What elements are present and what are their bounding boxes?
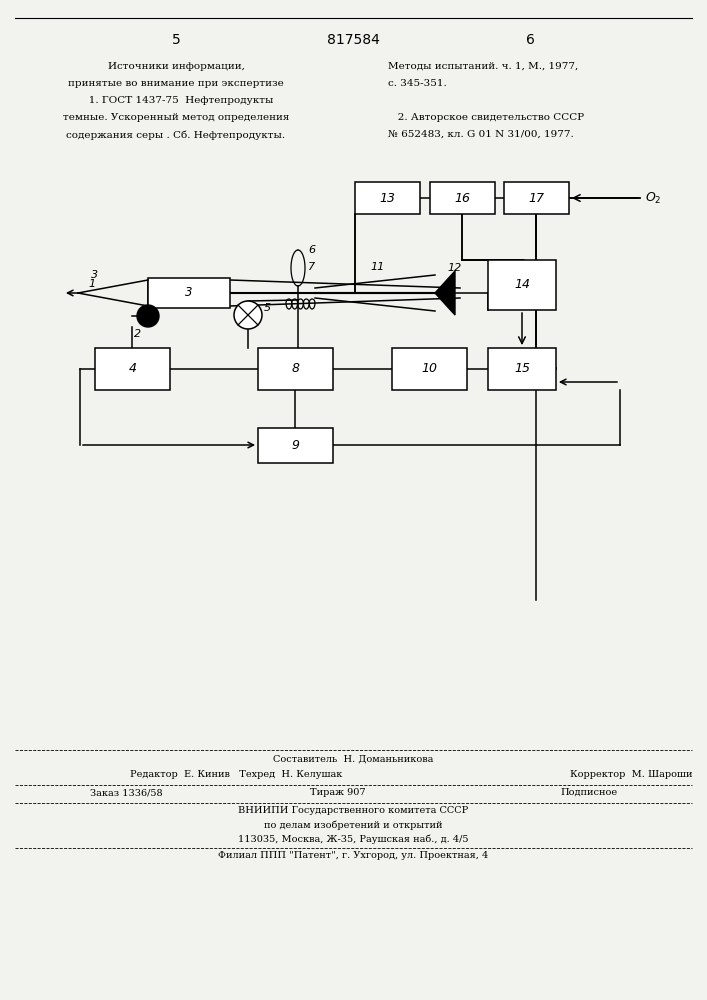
Bar <box>148 278 230 308</box>
Text: № 652483, кл. G 01 N 31/00, 1977.: № 652483, кл. G 01 N 31/00, 1977. <box>388 130 574 139</box>
Text: Методы испытаний. ч. 1, М., 1977,: Методы испытаний. ч. 1, М., 1977, <box>388 62 578 71</box>
Text: 5: 5 <box>264 303 271 313</box>
Text: темные. Ускоренный метод определения: темные. Ускоренный метод определения <box>63 113 289 122</box>
Text: ВНИИПИ Государственного комитета СССР: ВНИИПИ Государственного комитета СССР <box>238 806 468 815</box>
Text: 9: 9 <box>291 439 300 452</box>
Text: Подписное: Подписное <box>560 788 617 797</box>
Text: 17: 17 <box>529 192 544 205</box>
Circle shape <box>234 301 262 329</box>
Text: 4: 4 <box>129 362 136 375</box>
Text: Составитель  Н. Доманьникова: Составитель Н. Доманьникова <box>273 755 433 764</box>
Bar <box>430 182 495 214</box>
Text: 6: 6 <box>525 33 534 47</box>
Text: 1: 1 <box>88 279 95 289</box>
Text: 5: 5 <box>172 33 180 47</box>
Bar <box>488 348 556 390</box>
Text: 7: 7 <box>308 262 315 272</box>
Bar <box>488 260 556 310</box>
Text: $O_2$: $O_2$ <box>645 190 662 206</box>
Bar <box>392 348 467 390</box>
Text: 15: 15 <box>514 362 530 375</box>
Text: 2. Авторское свидетельство СССР: 2. Авторское свидетельство СССР <box>388 113 584 122</box>
Text: 14: 14 <box>514 278 530 292</box>
Text: 817584: 817584 <box>327 33 380 47</box>
Bar <box>355 182 420 214</box>
Text: Источники информации,: Источники информации, <box>107 62 245 71</box>
Bar <box>504 182 569 214</box>
Polygon shape <box>435 271 455 315</box>
Text: по делам изобретений и открытий: по делам изобретений и открытий <box>264 820 443 830</box>
Text: 6: 6 <box>308 245 315 255</box>
Text: Редактор  Е. Кинив   Техред  Н. Келушак: Редактор Е. Кинив Техред Н. Келушак <box>130 770 342 779</box>
Text: Корректор  М. Шароши: Корректор М. Шароши <box>570 770 692 779</box>
Text: 12: 12 <box>447 263 461 273</box>
Bar <box>95 348 170 390</box>
Text: 1. ГОСТ 1437-75  Нефтепродукты: 1. ГОСТ 1437-75 Нефтепродукты <box>78 96 273 105</box>
Text: 113035, Москва, Ж-35, Раушская наб., д. 4/5: 113035, Москва, Ж-35, Раушская наб., д. … <box>238 834 468 844</box>
Text: 3: 3 <box>91 270 98 280</box>
Text: 10: 10 <box>421 362 438 375</box>
Text: Заказ 1336/58: Заказ 1336/58 <box>90 788 163 797</box>
Text: Тираж 907: Тираж 907 <box>310 788 366 797</box>
Text: с. 345-351.: с. 345-351. <box>388 79 447 88</box>
Text: Филиал ППП "Патент", г. Ухгород, ул. Проектная, 4: Филиал ППП "Патент", г. Ухгород, ул. Про… <box>218 851 488 860</box>
Text: 11: 11 <box>370 262 384 272</box>
Bar <box>258 348 333 390</box>
Circle shape <box>137 305 159 327</box>
Text: 13: 13 <box>380 192 395 205</box>
Text: содержания серы . Сб. Нефтепродукты.: содержания серы . Сб. Нефтепродукты. <box>66 130 286 139</box>
Text: 2: 2 <box>134 329 141 339</box>
Text: 3: 3 <box>185 286 193 300</box>
Bar <box>258 428 333 463</box>
Text: принятые во внимание при экспертизе: принятые во внимание при экспертизе <box>68 79 284 88</box>
Text: 8: 8 <box>291 362 300 375</box>
Text: 16: 16 <box>455 192 470 205</box>
